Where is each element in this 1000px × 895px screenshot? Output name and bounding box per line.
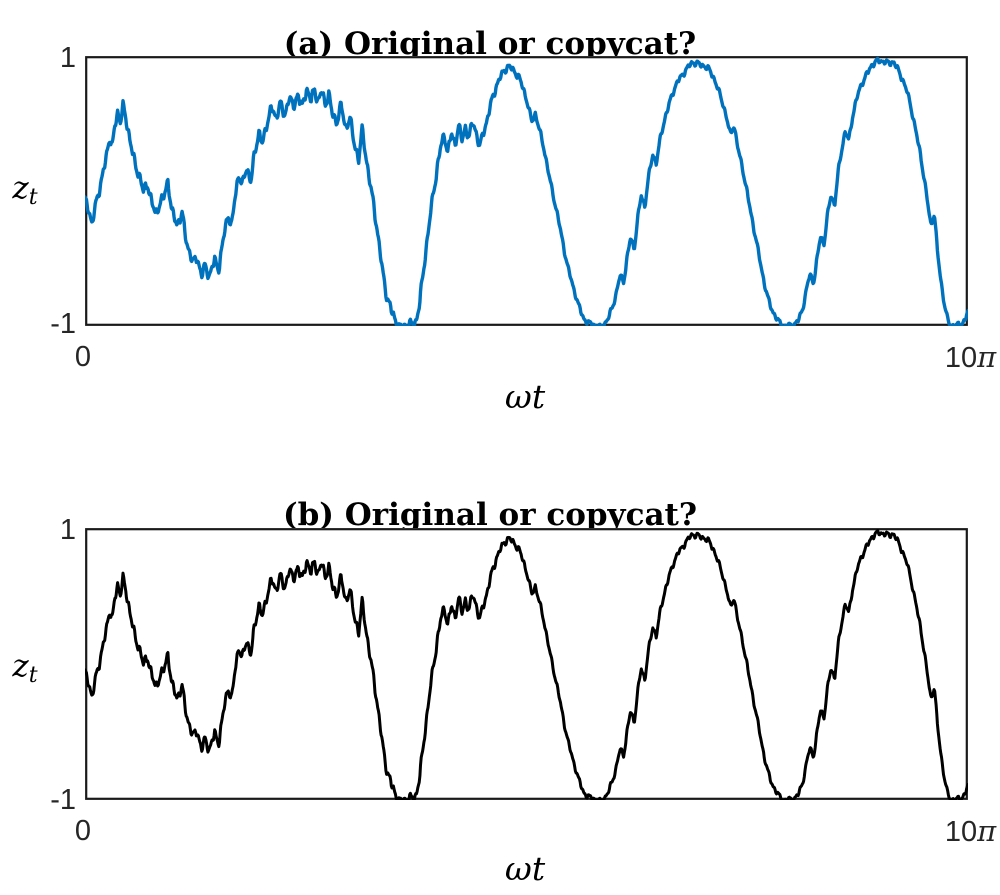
ylabel-base: z <box>12 648 29 684</box>
ylabel-subscript: t <box>28 185 38 210</box>
xtick-number: 10 <box>944 342 978 374</box>
panel-b-axes-box <box>85 528 968 800</box>
ylabel-subscript: t <box>28 663 38 688</box>
panel-b-xtick-0: 0 <box>74 815 92 847</box>
ylabel-base: z <box>12 170 29 206</box>
panel-a-ytick-bottom: -1 <box>50 308 76 340</box>
panel-b-ytick-bottom: -1 <box>50 784 76 816</box>
panel-a-xlabel: ωt <box>504 377 546 416</box>
panel-a: (a) Original or copycat? 1 -1 zt 0 10π ω… <box>0 25 1000 416</box>
panel-b-xtick-10pi: 10π <box>908 814 1000 849</box>
panel-a-xtick-10pi: 10π <box>908 340 1000 375</box>
panel-a-xtick-0: 0 <box>74 341 92 373</box>
xtick-number: 10 <box>944 816 978 848</box>
panel-a-axes-box <box>85 56 968 326</box>
panel-b-xlabel: ωt <box>504 849 546 888</box>
panel-b-ylabel: zt <box>0 646 50 688</box>
panel-b-title: (b) Original or copycat? <box>282 496 698 533</box>
pi-symbol: π <box>977 814 997 848</box>
panel-a-ytick-top: 1 <box>59 42 76 74</box>
pi-symbol: π <box>977 340 997 374</box>
panel-b: (b) Original or copycat? 1 -1 zt 0 10π ω… <box>0 470 1000 895</box>
panel-a-title: (a) Original or copycat? <box>283 25 697 62</box>
panel-a-plot-area <box>85 56 968 326</box>
panel-a-ylabel: zt <box>0 168 50 210</box>
panel-b-signal-line <box>85 529 968 800</box>
panel-b-plot-area <box>85 528 968 800</box>
panel-a-signal-line <box>85 56 968 326</box>
panel-b-ytick-top: 1 <box>59 514 76 546</box>
